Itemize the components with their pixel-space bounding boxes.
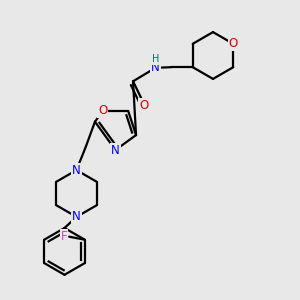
Text: N: N — [72, 164, 81, 177]
Text: O: O — [98, 104, 107, 117]
Text: N: N — [111, 143, 120, 157]
Text: O: O — [139, 99, 148, 112]
Text: N: N — [151, 61, 160, 74]
Text: O: O — [229, 37, 238, 50]
Text: H: H — [152, 54, 159, 64]
Text: N: N — [72, 210, 81, 224]
Text: F: F — [61, 230, 67, 243]
